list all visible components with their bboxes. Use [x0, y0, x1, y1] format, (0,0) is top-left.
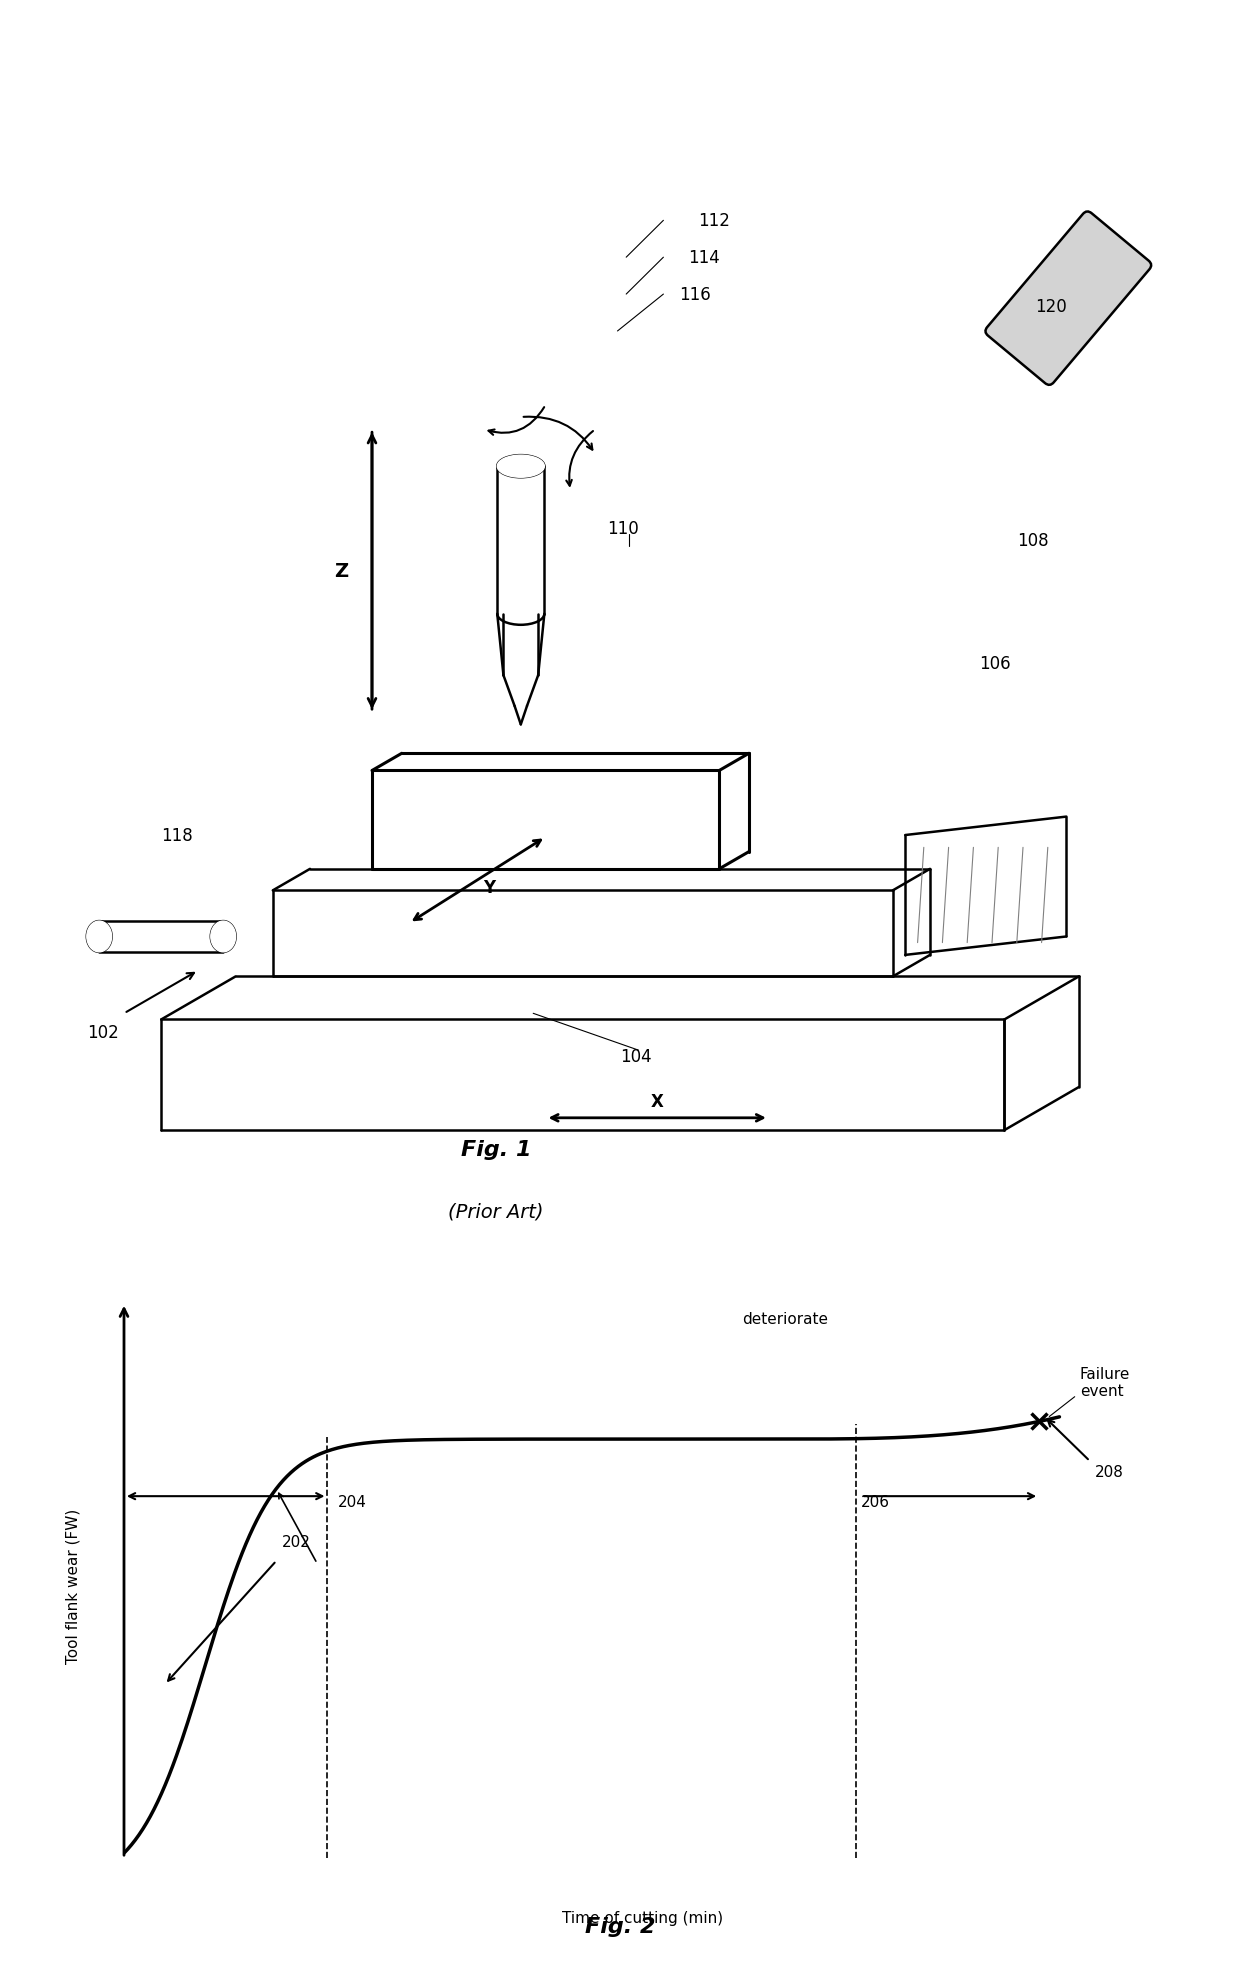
Text: 112: 112: [698, 212, 730, 230]
Text: 114: 114: [688, 250, 720, 268]
Ellipse shape: [211, 922, 236, 951]
Text: 108: 108: [1017, 531, 1049, 549]
Text: Tool flank wear (FW): Tool flank wear (FW): [66, 1508, 81, 1663]
Text: 208: 208: [1095, 1465, 1123, 1479]
Text: (Prior Art): (Prior Art): [448, 1201, 544, 1221]
Text: 202: 202: [281, 1534, 310, 1550]
Text: Fig. 1: Fig. 1: [461, 1140, 531, 1159]
Text: X: X: [651, 1092, 663, 1110]
Text: 104: 104: [620, 1048, 652, 1066]
Text: 118: 118: [161, 826, 193, 844]
Ellipse shape: [87, 922, 112, 951]
Text: 116: 116: [680, 285, 712, 303]
Text: Y: Y: [484, 878, 496, 896]
FancyBboxPatch shape: [986, 212, 1151, 386]
Text: Time of cutting (min): Time of cutting (min): [562, 1911, 723, 1925]
Text: 110: 110: [608, 519, 640, 537]
Ellipse shape: [497, 456, 544, 478]
Text: 206: 206: [861, 1494, 890, 1508]
Text: Z: Z: [334, 563, 348, 581]
Text: deteriorate: deteriorate: [742, 1310, 828, 1326]
Text: 120: 120: [1035, 297, 1068, 317]
Text: 204: 204: [337, 1494, 366, 1508]
Text: Fig. 2: Fig. 2: [585, 1917, 655, 1936]
Text: Failure
event: Failure event: [1080, 1366, 1130, 1399]
Text: 102: 102: [87, 1023, 119, 1041]
Text: 106: 106: [980, 654, 1012, 672]
